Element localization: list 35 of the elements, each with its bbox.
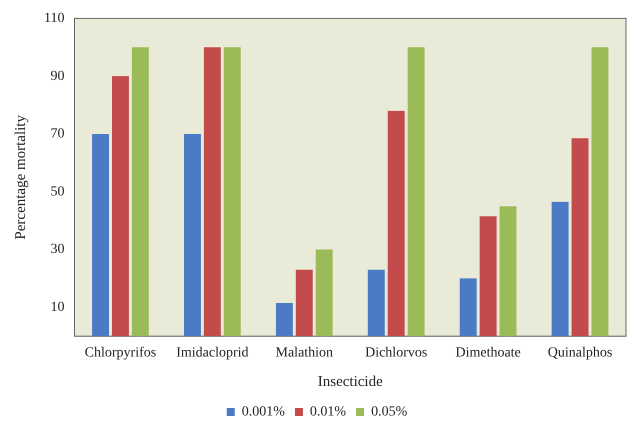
y-tick-label: 50	[50, 184, 64, 200]
bar	[480, 216, 497, 336]
bar	[591, 47, 608, 336]
y-tick-label: 30	[50, 242, 64, 258]
bar	[92, 134, 109, 336]
bar	[184, 134, 201, 336]
bar	[460, 278, 477, 336]
bar	[500, 206, 516, 336]
y-tick-label: 70	[50, 126, 64, 142]
bar	[552, 202, 569, 336]
bar	[276, 302, 293, 336]
bar	[408, 47, 425, 336]
y-tick-label: 10	[50, 300, 64, 315]
y-tick-label: 110	[44, 11, 64, 26]
bar	[204, 47, 221, 336]
y-axis-title: Percentage mortality	[12, 114, 29, 240]
bar	[112, 76, 129, 336]
bar	[572, 138, 589, 336]
x-tick-label: Quinalphos	[548, 345, 612, 360]
bar	[132, 47, 149, 336]
x-tick-label: Chlorpyrifos	[84, 345, 156, 360]
bar	[316, 250, 333, 336]
bar	[368, 270, 385, 336]
legend-label: 0.01%	[310, 404, 346, 420]
x-tick-label: Dimethoate	[455, 345, 521, 360]
x-tick-label: Imidacloprid	[176, 345, 249, 360]
x-tick-label: Malathion	[276, 345, 334, 360]
y-tick-label: 90	[50, 68, 64, 84]
bar	[296, 270, 313, 336]
bar	[388, 110, 405, 336]
legend-label: 0.001%	[242, 404, 286, 420]
x-axis-title: Insecticide	[318, 374, 384, 390]
legend-label: 0.05%	[371, 404, 408, 420]
bar	[224, 47, 241, 336]
x-tick-label: Dichlorvos	[365, 345, 428, 360]
